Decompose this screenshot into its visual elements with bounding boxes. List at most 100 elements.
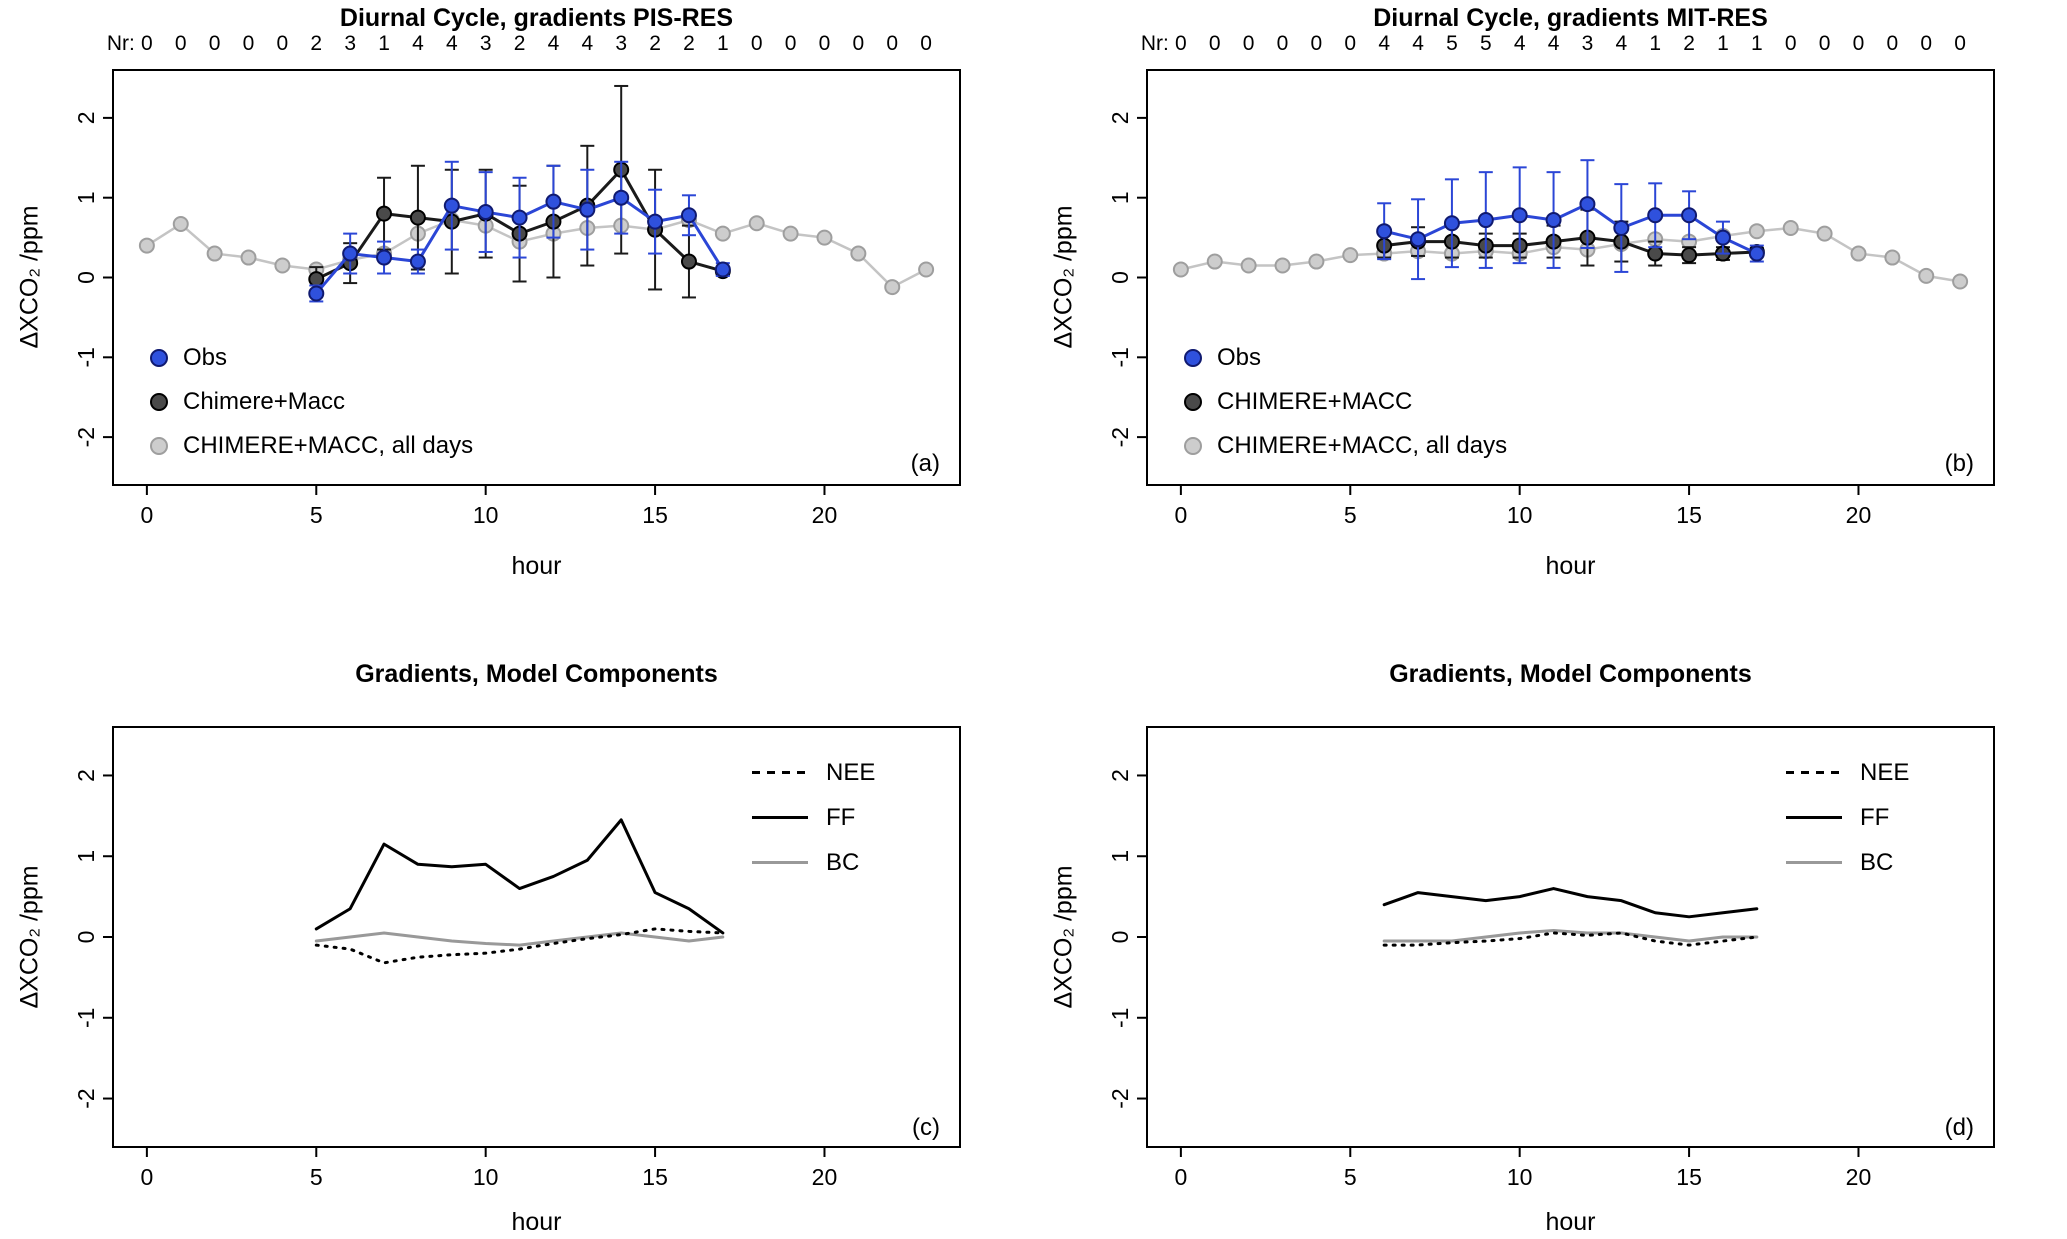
legend-label: Obs (1217, 344, 1262, 371)
svg-text:10: 10 (1507, 1164, 1533, 1190)
svg-text:-1: -1 (1107, 347, 1133, 367)
svg-text:20: 20 (812, 1164, 838, 1190)
legend: Obs Chimere+Macc CHIMERE+MACC, all days (150, 336, 473, 468)
svg-text:-1: -1 (73, 1008, 99, 1028)
legend-item-nee: NEE (752, 750, 875, 795)
plot-area-b: Nr: 0 0 0 0 0 0 4 4 5 5 4 4 3 4 1 2 1 1 0 0 0 0 0 00 5 10 15 20-2-10… (1107, 32, 1995, 528)
svg-text:0: 0 (140, 502, 153, 528)
svg-text:0: 0 (1785, 32, 1797, 55)
svg-text:0: 0 (73, 931, 99, 944)
panel-letter: (c) (912, 1114, 940, 1141)
svg-text:10: 10 (473, 502, 499, 528)
svg-text:1: 1 (378, 32, 390, 55)
legend-label: CHIMERE+MACC (1217, 388, 1413, 415)
ff-line-icon (752, 816, 808, 819)
legend-label: CHIMERE+MACC, all days (1217, 432, 1508, 459)
legend-label: NEE (1860, 758, 1910, 786)
svg-text:0: 0 (1954, 32, 1966, 55)
svg-text:-1: -1 (73, 347, 99, 367)
legend-item-obs: Obs (150, 336, 473, 380)
y-axis-label: ΔXCO₂ /ppm (1049, 205, 1078, 349)
svg-text:0: 0 (1853, 32, 1865, 55)
svg-text:15: 15 (1676, 502, 1702, 528)
svg-text:4: 4 (1378, 32, 1390, 55)
svg-text:-2: -2 (1107, 427, 1133, 447)
y-axis-label: ΔXCO₂ /ppm (15, 865, 44, 1009)
legend: NEE FF BC (752, 750, 875, 885)
svg-text:1: 1 (1649, 32, 1661, 55)
panel-diurnal-mit-res: Nr: 0 0 0 0 0 0 4 4 5 5 4 4 3 4 1 2 1 1 0 0 0 0 0 0 0 5 10 15 20 -2 -1 0… (1034, 0, 2067, 620)
svg-text:3: 3 (615, 32, 627, 55)
svg-text:0: 0 (1107, 271, 1133, 284)
svg-text:4: 4 (1615, 32, 1627, 55)
svg-text:5: 5 (1480, 32, 1492, 55)
legend-label: NEE (826, 758, 876, 786)
svg-text:-2: -2 (73, 1088, 99, 1108)
legend-label: FF (826, 803, 856, 831)
legend-item-model-all-days: CHIMERE+MACC, all days (150, 424, 473, 468)
chart-title: Diurnal Cycle, gradients MIT-RES (1373, 4, 1768, 32)
svg-text:15: 15 (642, 502, 668, 528)
svg-text:0: 0 (277, 32, 289, 55)
all-days-marker-icon (150, 437, 168, 455)
legend: Obs CHIMERE+MACC CHIMERE+MACC, all days (1184, 336, 1507, 468)
legend-label: Chimere+Macc (183, 388, 346, 415)
panel-diurnal-pis-res: Nr: 0 0 0 0 0 2 3 1 4 4 3 2 4 4 3 2 2 1 0 0 0 0 0 0 0 5 10 15 20 -2 -1 0… (0, 0, 1033, 620)
svg-text:15: 15 (1676, 1164, 1702, 1190)
legend-label: BC (1860, 848, 1894, 876)
svg-text:0: 0 (819, 32, 831, 55)
svg-text:4: 4 (446, 32, 458, 55)
svg-text:0: 0 (853, 32, 865, 55)
svg-text:0: 0 (1311, 32, 1323, 55)
svg-text:Nr:: Nr: (1141, 32, 1169, 55)
svg-text:0: 0 (1243, 32, 1255, 55)
svg-text:0: 0 (1174, 1164, 1187, 1190)
svg-text:0: 0 (785, 32, 797, 55)
svg-text:0: 0 (1887, 32, 1899, 55)
svg-text:1: 1 (1107, 850, 1133, 863)
svg-text:0: 0 (140, 1164, 153, 1190)
legend-item-ff: FF (752, 795, 875, 840)
svg-text:4: 4 (548, 32, 560, 55)
svg-text:3: 3 (344, 32, 356, 55)
svg-text:0: 0 (1819, 32, 1831, 55)
svg-text:2: 2 (1107, 769, 1133, 782)
model-marker-icon (1184, 393, 1202, 411)
svg-text:5: 5 (310, 1164, 323, 1190)
svg-text:3: 3 (480, 32, 492, 55)
svg-text:5: 5 (1446, 32, 1458, 55)
svg-text:4: 4 (1514, 32, 1526, 55)
panel-letter: (d) (1944, 1114, 1974, 1141)
svg-text:10: 10 (1507, 502, 1533, 528)
panel-components-mit-res: 0 5 10 15 20 -2 -1 0 1 2 Gradients, Model Compone… (1034, 620, 2067, 1239)
svg-text:1: 1 (1751, 32, 1763, 55)
svg-text:2: 2 (514, 32, 526, 55)
svg-text:1: 1 (1717, 32, 1729, 55)
svg-text:2: 2 (649, 32, 661, 55)
chart-title: Gradients, Model Components (1389, 660, 1752, 688)
nee-dashed-line-icon (1786, 771, 1842, 774)
svg-text:Nr:: Nr: (107, 32, 135, 55)
svg-text:0: 0 (243, 32, 255, 55)
svg-text:0: 0 (920, 32, 932, 55)
svg-text:0: 0 (1344, 32, 1356, 55)
svg-text:3: 3 (1582, 32, 1594, 55)
obs-marker-icon (1184, 349, 1202, 367)
svg-text:0: 0 (751, 32, 763, 55)
x-axis-label: hour (511, 552, 562, 580)
svg-text:1: 1 (1107, 191, 1133, 204)
legend-label: BC (826, 848, 860, 876)
svg-text:4: 4 (1412, 32, 1424, 55)
bc-line-icon (752, 861, 808, 864)
legend-label: Obs (183, 344, 228, 371)
svg-text:4: 4 (1548, 32, 1560, 55)
legend-item-model: Chimere+Macc (150, 380, 473, 424)
svg-text:0: 0 (1107, 931, 1133, 944)
svg-text:0: 0 (1920, 32, 1932, 55)
nee-dashed-line-icon (752, 771, 808, 774)
svg-text:5: 5 (310, 502, 323, 528)
legend-label: FF (1860, 803, 1890, 831)
svg-text:2: 2 (310, 32, 322, 55)
x-axis-label: hour (1545, 552, 1596, 580)
